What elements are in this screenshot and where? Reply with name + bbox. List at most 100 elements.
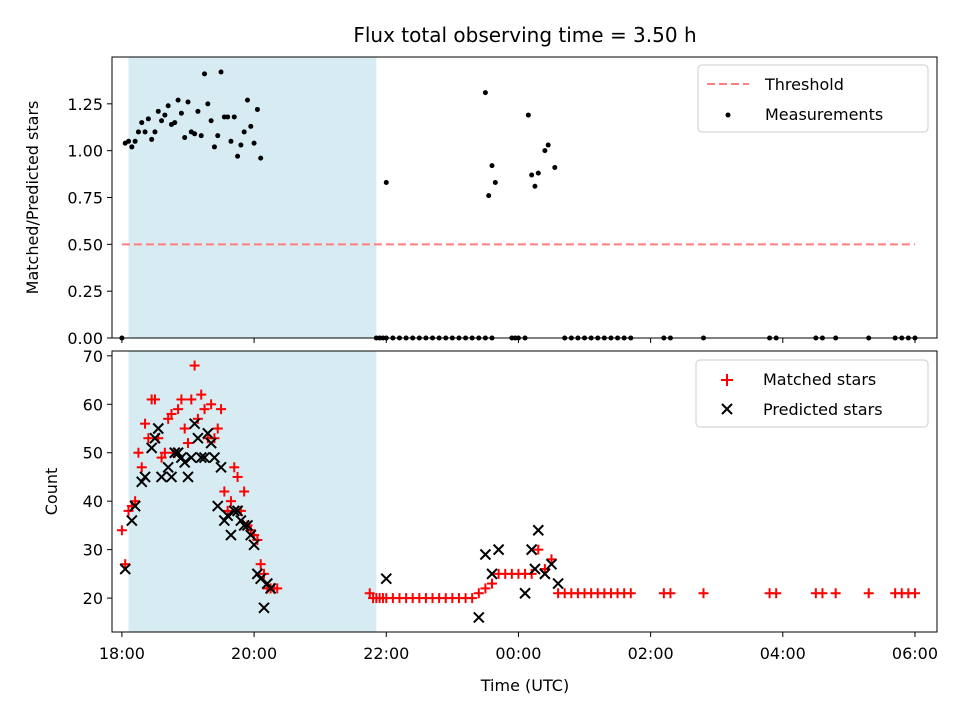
matched-star-point [120, 559, 131, 570]
predicted-star-point [198, 451, 211, 464]
legend-matched-label: Matched stars [763, 370, 876, 389]
predicted-star-point [225, 529, 237, 541]
predicted-star-point [218, 514, 231, 527]
predicted-star-point [221, 510, 234, 522]
measurement-point [135, 129, 141, 135]
measurement-point [482, 90, 488, 96]
matched-star-point [239, 486, 250, 497]
predicted-star-point [165, 471, 178, 483]
matched-star-point [255, 559, 266, 570]
matched-star-point [159, 447, 170, 458]
matched-star-point [173, 404, 184, 415]
predicted-star-point [251, 568, 264, 580]
matched-star-point [189, 360, 200, 371]
measurement-point [258, 155, 264, 161]
matched-star-point [698, 588, 709, 599]
measurement-point [182, 135, 188, 141]
legend-threshold-label: Threshold [764, 75, 844, 94]
predicted-star-point [152, 422, 164, 435]
predicted-star-point [231, 505, 244, 517]
matched-star-point [272, 583, 283, 594]
matched-star-point [539, 564, 550, 575]
bottom-legend: Matched stars Predicted stars [695, 359, 929, 428]
predicted-star-point [486, 568, 498, 580]
predicted-star-point [529, 563, 541, 575]
bottom-y-tick-label: 60 [83, 395, 103, 414]
top-y-tick-label: 1.00 [67, 142, 103, 161]
bottom-x-ticks: 18:00 20:00 22:00 00:00 02:00 04:00 06:00 [99, 632, 938, 663]
measurement-point [129, 144, 135, 150]
matched-star-point [212, 423, 223, 434]
matched-star-point [199, 404, 210, 415]
matched-star-point [219, 486, 230, 497]
predicted-star-point [162, 461, 174, 473]
matched-star-point [625, 588, 636, 599]
predicted-star-point [539, 568, 551, 580]
predicted-star-point [473, 611, 485, 624]
predicted-star-point [519, 587, 531, 599]
measurement-point [198, 133, 204, 139]
measurement-point [155, 108, 161, 114]
predicted-star-point [136, 476, 148, 488]
matched-star-point [143, 433, 154, 444]
predicted-star-point [208, 451, 221, 464]
matched-star-point [136, 462, 147, 473]
matched-star-point [166, 408, 177, 419]
measurement-point [552, 165, 558, 171]
matched-star-point [216, 404, 227, 415]
predicted-star-point [172, 447, 184, 459]
measurement-point [142, 129, 148, 135]
measurement-point [235, 153, 241, 159]
predicted-star-point [479, 548, 492, 561]
predicted-star-point [215, 461, 227, 473]
matched-star-point [183, 438, 194, 449]
measurement-point [145, 116, 151, 122]
measurement-point [162, 112, 168, 118]
measurement-point [238, 142, 244, 148]
bottom-axes-frame [111, 350, 938, 633]
predicted-star-point [254, 572, 267, 585]
matched-star-point [192, 413, 203, 424]
x-tick-label: 04:00 [760, 644, 806, 663]
predicted-star-point [126, 514, 138, 527]
matched-star-point [487, 578, 498, 589]
top-legend: Threshold Measurements [697, 64, 929, 133]
matched-star-point [225, 496, 236, 507]
x-tick-label: 06:00 [892, 644, 938, 663]
measurement-point [215, 133, 221, 139]
top-y-tick-label: 0.50 [67, 235, 103, 254]
bottom-y-tick-label: 20 [83, 589, 103, 608]
measurement-point [175, 97, 181, 103]
measurement-point [225, 114, 231, 120]
matched-star-point [116, 525, 127, 536]
predicted-star-point [258, 602, 270, 614]
measurement-point [228, 138, 234, 144]
measurement-point [241, 129, 247, 135]
measurement-point [486, 193, 492, 199]
measurement-point [244, 97, 250, 103]
matched-star-point [209, 433, 220, 444]
predicted-star-point [552, 577, 564, 590]
bottom-y-tick-label: 30 [83, 541, 103, 560]
matched-star-point [252, 534, 263, 545]
predicted-star-point [545, 558, 558, 570]
legend-measurements-label: Measurements [765, 105, 883, 124]
measurement-point [254, 106, 260, 112]
bottom-predicted-points [119, 417, 564, 624]
top-y-tick-label: 0.75 [67, 189, 103, 208]
x-tick-label: 22:00 [363, 644, 409, 663]
measurement-point [185, 99, 191, 105]
x-tick-label: 18:00 [99, 644, 145, 663]
top-x-ticks [121, 338, 916, 343]
matched-star-point [186, 394, 197, 405]
measurement-point [205, 101, 211, 107]
predicted-star-point [195, 451, 207, 464]
predicted-star-point [145, 442, 158, 454]
top-observing-window [128, 57, 377, 338]
predicted-star-point [380, 572, 392, 585]
legend-matched-icon [721, 374, 733, 386]
measurement-point [139, 120, 145, 126]
bottom-legend-box [695, 359, 929, 428]
matched-star-point [480, 583, 491, 594]
measurement-point [251, 140, 257, 146]
